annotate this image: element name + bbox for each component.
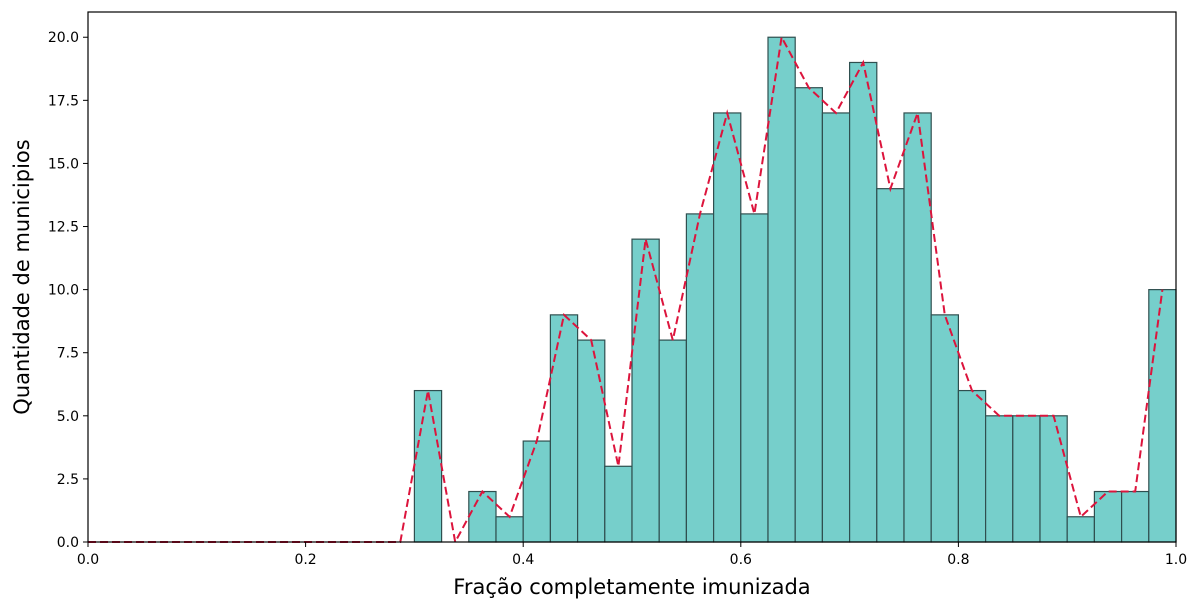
histogram-bar-21	[984, 415, 1014, 543]
histogram-bar-15	[821, 112, 851, 543]
y-tick-label: 17.5	[48, 93, 79, 109]
histogram-bar-4	[522, 440, 552, 543]
histogram-bar-8	[631, 238, 660, 543]
histogram-bar-22	[1012, 415, 1041, 543]
histogram-bar-12	[740, 213, 769, 543]
histogram-bar-5	[549, 314, 579, 543]
x-tick-label: 0.8	[947, 552, 969, 568]
y-tick-label: 20.0	[48, 30, 79, 46]
histogram-bar-20	[957, 389, 987, 543]
histogram-bar-9	[658, 339, 688, 543]
x-tick-label: 1.0	[1165, 552, 1187, 568]
histogram-bar-19	[930, 314, 960, 543]
y-axis-title: Quantidade de municipios	[10, 139, 34, 414]
x-tick-label: 0.6	[730, 552, 752, 568]
y-tick-label: 0.0	[57, 535, 79, 551]
x-axis-ticks: 0.0 0.2 0.4 0.6 0.8 1.0	[77, 542, 1187, 568]
histogram-bar-14	[794, 87, 824, 543]
histogram-bar-26	[1120, 490, 1150, 543]
y-tick-label: 10.0	[48, 283, 79, 299]
histogram-bar-23	[1039, 415, 1068, 543]
histogram-bar-3	[495, 516, 524, 543]
y-axis-ticks: 0.0 2.5 5.0 7.5 10.0 12.5 15.0 17.5 20.0	[48, 30, 88, 551]
histogram-bar-6	[576, 339, 606, 543]
y-tick-label: 2.5	[57, 472, 79, 488]
x-tick-label: 0.2	[294, 552, 316, 568]
y-tick-label: 5.0	[57, 409, 79, 425]
histogram-bar-25	[1093, 490, 1123, 543]
histogram-bar-0	[413, 389, 443, 543]
histogram-bar-24	[1066, 516, 1095, 543]
plot-frame	[87, 11, 1177, 543]
y-tick-label: 7.5	[57, 346, 79, 362]
x-tick-label: 0.4	[512, 552, 534, 568]
histogram-bars	[413, 36, 1177, 543]
histogram-bar-13	[767, 36, 796, 543]
histogram-bar-11	[712, 112, 742, 543]
density-line	[88, 34, 1164, 545]
histogram-bar-10	[685, 213, 715, 543]
x-tick-label: 0.0	[77, 552, 99, 568]
histogram-bar-17	[876, 188, 905, 543]
histogram-bar-27	[1148, 289, 1177, 543]
y-tick-label: 12.5	[48, 220, 79, 236]
y-tick-label: 15.0	[48, 156, 79, 172]
histogram-bar-16	[848, 61, 878, 543]
histogram-bar-7	[604, 465, 633, 543]
x-axis-title: Fração completamente imunizada	[453, 575, 810, 599]
histogram-bar-18	[903, 112, 932, 543]
